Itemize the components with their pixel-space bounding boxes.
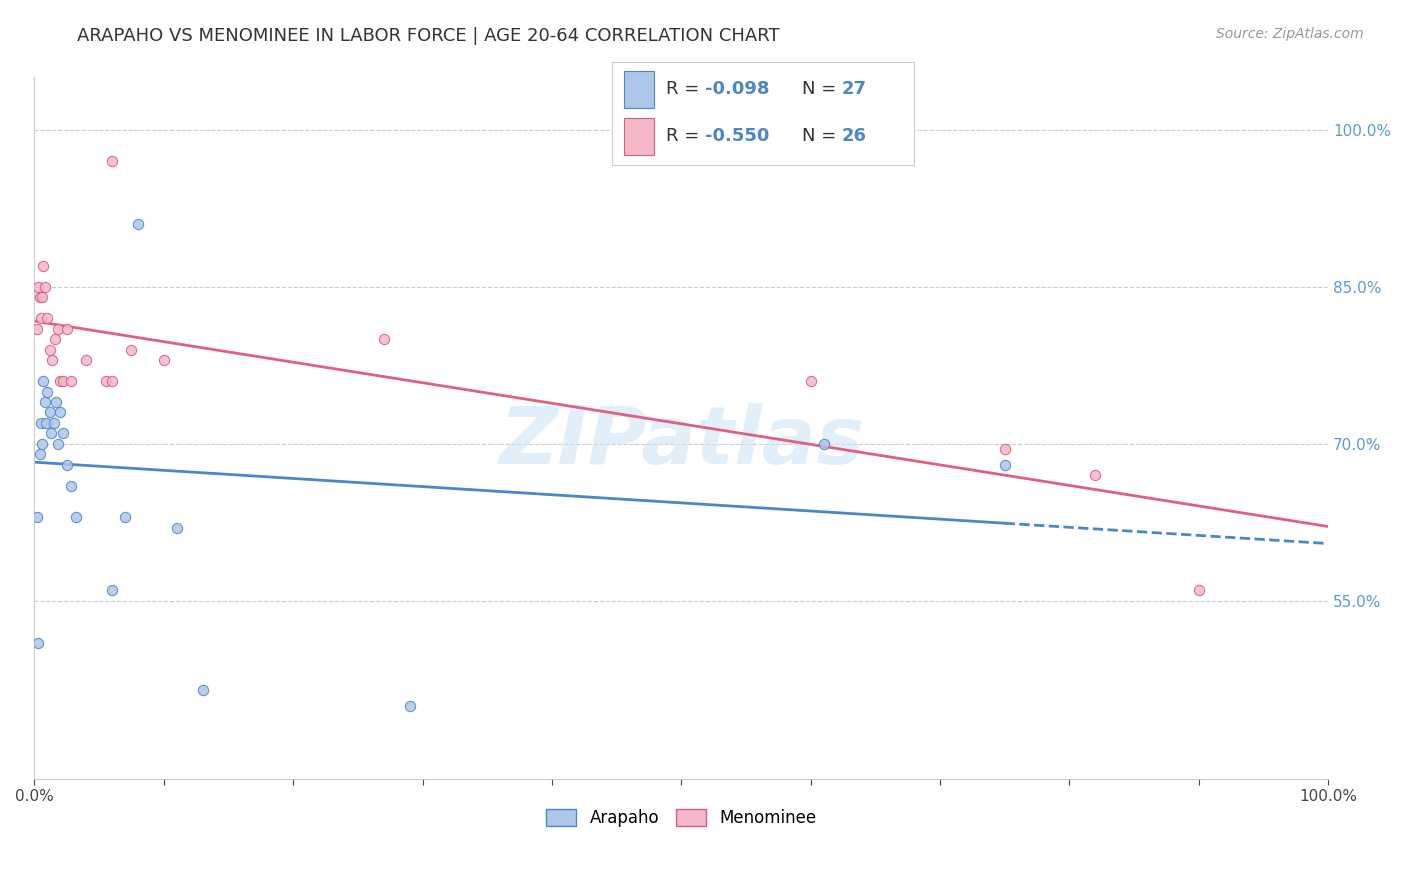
Point xyxy=(52,426,75,441)
Point xyxy=(813,437,835,451)
Point xyxy=(45,395,67,409)
Bar xyxy=(624,118,654,155)
Text: -0.098: -0.098 xyxy=(706,80,770,98)
Point xyxy=(59,479,82,493)
Point xyxy=(25,322,48,336)
Point xyxy=(27,636,49,650)
Point xyxy=(152,353,174,368)
Text: 27: 27 xyxy=(841,80,866,98)
Point xyxy=(101,374,124,388)
Point xyxy=(800,374,823,388)
Point xyxy=(37,311,59,326)
Point xyxy=(35,416,58,430)
Point xyxy=(32,374,55,388)
Point xyxy=(1188,583,1211,598)
Text: -0.550: -0.550 xyxy=(706,128,769,145)
Point xyxy=(28,290,51,304)
FancyBboxPatch shape xyxy=(612,62,914,165)
Point xyxy=(59,374,82,388)
Point xyxy=(191,682,214,697)
Point xyxy=(994,442,1017,456)
Point xyxy=(30,311,52,326)
Bar xyxy=(624,70,654,108)
Point xyxy=(114,510,136,524)
Point xyxy=(94,374,117,388)
Point xyxy=(28,447,51,461)
Point xyxy=(49,374,72,388)
Point xyxy=(37,384,59,399)
Point xyxy=(398,698,420,713)
Point xyxy=(101,583,124,598)
Text: N =: N = xyxy=(801,80,842,98)
Text: Source: ZipAtlas.com: Source: ZipAtlas.com xyxy=(1216,27,1364,41)
Point xyxy=(27,280,49,294)
Point xyxy=(44,332,66,346)
Text: R =: R = xyxy=(666,80,704,98)
Point xyxy=(42,416,65,430)
Point xyxy=(30,416,52,430)
Point xyxy=(46,437,69,451)
Text: R =: R = xyxy=(666,128,704,145)
Point xyxy=(55,322,77,336)
Point xyxy=(994,458,1017,472)
Point xyxy=(127,217,149,231)
Point xyxy=(38,405,60,419)
Point xyxy=(46,322,69,336)
Point xyxy=(1084,468,1107,483)
Point xyxy=(49,405,72,419)
Point xyxy=(32,259,55,273)
Text: ZIPatlas: ZIPatlas xyxy=(499,403,863,481)
Text: N =: N = xyxy=(801,128,842,145)
Point xyxy=(41,353,63,368)
Point xyxy=(373,332,395,346)
Legend: Arapaho, Menominee: Arapaho, Menominee xyxy=(540,802,823,834)
Point xyxy=(52,374,75,388)
Point xyxy=(55,458,77,472)
Point xyxy=(101,154,124,169)
Point xyxy=(75,353,97,368)
Text: 26: 26 xyxy=(841,128,866,145)
Point xyxy=(65,510,87,524)
Point xyxy=(34,280,56,294)
Point xyxy=(31,437,53,451)
Point xyxy=(120,343,142,357)
Point xyxy=(31,290,53,304)
Point xyxy=(34,395,56,409)
Point xyxy=(38,343,60,357)
Point xyxy=(25,510,48,524)
Text: ARAPAHO VS MENOMINEE IN LABOR FORCE | AGE 20-64 CORRELATION CHART: ARAPAHO VS MENOMINEE IN LABOR FORCE | AG… xyxy=(77,27,780,45)
Point xyxy=(166,521,188,535)
Point xyxy=(39,426,62,441)
